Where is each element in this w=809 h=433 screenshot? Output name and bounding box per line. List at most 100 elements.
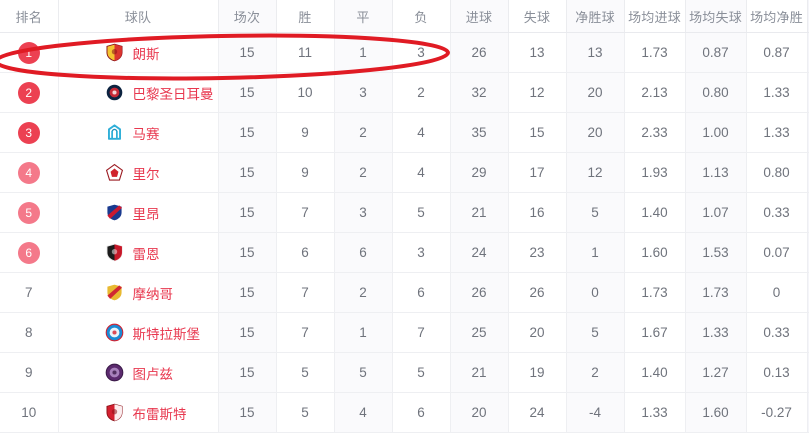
column-header-avg-goal-difference[interactable]: 场均净胜: [746, 0, 808, 33]
team-entry[interactable]: 斯特拉斯堡: [59, 313, 218, 352]
cell-goals-for: 26: [450, 32, 509, 73]
cell-goals-against: 17: [508, 152, 567, 193]
cell-won: 10: [276, 72, 335, 113]
team-entry[interactable]: 摩纳哥: [59, 273, 218, 312]
cell-played: 15: [218, 112, 277, 153]
team-entry[interactable]: 里尔: [59, 153, 218, 192]
column-header-avg-goals-against[interactable]: 场均失球: [685, 0, 747, 33]
team-name[interactable]: 马赛: [132, 126, 160, 142]
cell-avg-goal-difference: 1.33: [746, 72, 808, 113]
team-entry[interactable]: 布雷斯特: [59, 393, 218, 432]
team-name[interactable]: 巴黎圣日耳曼: [132, 86, 214, 102]
team-entry[interactable]: 里昂: [59, 193, 218, 232]
cell-won: 7: [276, 312, 335, 353]
cell-won: 7: [276, 272, 335, 313]
cell-won: 5: [276, 392, 335, 433]
team-name[interactable]: 斯特拉斯堡: [132, 326, 201, 342]
cell-played: 15: [218, 72, 277, 113]
cell-drawn: 6: [334, 232, 393, 273]
cell-drawn: 2: [334, 152, 393, 193]
cell-team[interactable]: 斯特拉斯堡: [58, 312, 219, 353]
cell-team[interactable]: 马赛: [58, 112, 219, 153]
rank-badge-wrap: 4: [0, 153, 58, 192]
column-header-lost[interactable]: 负: [392, 0, 451, 33]
column-header-team[interactable]: 球队: [58, 0, 219, 33]
cell-team[interactable]: 雷恩: [58, 232, 219, 273]
cell-lost: 5: [392, 192, 451, 233]
team-name[interactable]: 里昂: [132, 206, 160, 222]
cell-goal-difference: 13: [566, 32, 625, 73]
rank-badge: 4: [17, 161, 40, 184]
cell-avg-goals-against: 0.87: [685, 32, 747, 73]
team-name[interactable]: 朗斯: [132, 46, 160, 62]
cell-avg-goals-for: 1.40: [624, 352, 686, 393]
rank-badge-wrap: 5: [0, 193, 58, 232]
cell-avg-goals-for: 1.73: [624, 32, 686, 73]
cell-rank: 2: [0, 72, 59, 113]
cell-goal-difference: 1: [566, 232, 625, 273]
cell-lost: 5: [392, 352, 451, 393]
cell-goal-difference: 0: [566, 272, 625, 313]
rank-badge-wrap: 1: [0, 33, 58, 72]
cell-lost: 7: [392, 312, 451, 353]
strasbourg-crest-icon: [105, 323, 123, 342]
cell-team[interactable]: 布雷斯特: [58, 392, 219, 433]
cell-avg-goal-difference: -0.27: [746, 392, 808, 433]
team-name[interactable]: 图卢兹: [132, 366, 174, 382]
cell-goals-for: 24: [450, 232, 509, 273]
rank-number: 8: [24, 325, 33, 340]
cell-team[interactable]: 图卢兹: [58, 352, 219, 393]
column-header-points[interactable]: 积分: [807, 0, 809, 33]
team-name[interactable]: 摩纳哥: [132, 286, 174, 302]
cell-goal-difference: 12: [566, 152, 625, 193]
column-header-goal-difference[interactable]: 净胜球: [566, 0, 625, 33]
column-header-goals-for[interactable]: 进球: [450, 0, 509, 33]
cell-lost: 3: [392, 232, 451, 273]
column-header-won[interactable]: 胜: [276, 0, 335, 33]
team-entry[interactable]: 马赛: [59, 113, 218, 152]
cell-lost: 6: [392, 392, 451, 433]
column-header-rank[interactable]: 排名: [0, 0, 59, 33]
team-entry[interactable]: 图卢兹: [59, 353, 218, 392]
team-entry[interactable]: 雷恩: [59, 233, 218, 272]
team-name[interactable]: 布雷斯特: [132, 406, 187, 422]
cell-team[interactable]: 里尔: [58, 152, 219, 193]
team-name[interactable]: 雷恩: [132, 246, 160, 262]
cell-drawn: 2: [334, 272, 393, 313]
cell-avg-goals-for: 1.33: [624, 392, 686, 433]
column-header-goals-against[interactable]: 失球: [508, 0, 567, 33]
cell-avg-goals-against: 1.27: [685, 352, 747, 393]
cell-team[interactable]: 巴黎圣日耳曼: [58, 72, 219, 113]
column-header-avg-goals-for[interactable]: 场均进球: [624, 0, 686, 33]
cell-avg-goals-for: 1.93: [624, 152, 686, 193]
cell-team[interactable]: 里昂: [58, 192, 219, 233]
column-header-drawn[interactable]: 平: [334, 0, 393, 33]
cell-played: 15: [218, 192, 277, 233]
team-name[interactable]: 里尔: [132, 166, 160, 182]
cell-team[interactable]: 摩纳哥: [58, 272, 219, 313]
cell-drawn: 3: [334, 192, 393, 233]
cell-team[interactable]: 朗斯: [58, 32, 219, 73]
cell-goals-for: 26: [450, 272, 509, 313]
cell-points: 23: [807, 272, 809, 313]
cell-points: 33: [807, 72, 809, 113]
cell-avg-goal-difference: 0.33: [746, 192, 808, 233]
column-header-played[interactable]: 场次: [218, 0, 277, 33]
cell-avg-goal-difference: 0.87: [746, 32, 808, 73]
rank-badge-wrap: 6: [0, 233, 58, 272]
cell-won: 9: [276, 152, 335, 193]
team-entry[interactable]: 巴黎圣日耳曼: [59, 73, 218, 112]
cell-goals-against: 24: [508, 392, 567, 433]
team-entry[interactable]: 朗斯: [59, 33, 218, 72]
